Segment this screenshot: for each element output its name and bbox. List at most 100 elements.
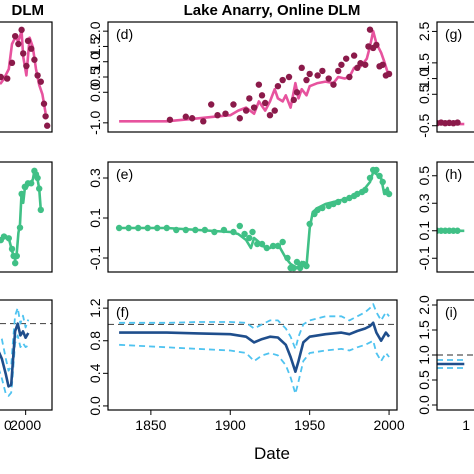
data-point-e-1-30 <box>306 220 313 228</box>
data-point-e-1-33 <box>319 204 326 212</box>
data-point-d-1-31 <box>342 55 350 62</box>
y-tick-label: 1.0 <box>416 69 432 89</box>
data-point-e-1-17 <box>254 240 261 248</box>
x-tick-label: 1900 <box>215 417 246 433</box>
x-tick-label: 2000 <box>10 417 41 433</box>
data-point-d-1-7 <box>230 101 237 108</box>
data-point-e-1-29 <box>303 262 310 270</box>
data-point-d-1-38 <box>366 26 374 33</box>
y-tick-label: 0.5 <box>87 67 103 87</box>
data-point-b-1-16 <box>18 190 25 198</box>
y-tick-label: 0.8 <box>87 331 103 351</box>
data-point-e-1-6 <box>173 226 180 234</box>
series-line-f-1 <box>119 339 390 395</box>
x-tick-label-partial: 0 <box>4 417 12 433</box>
data-point-e-1-5 <box>163 224 170 232</box>
data-point-b-1-22 <box>34 174 41 182</box>
data-point-e-1-23 <box>284 254 291 262</box>
data-point-d-1-23 <box>303 76 310 84</box>
data-point-b-1-19 <box>28 180 35 187</box>
data-point-d-1-0 <box>166 116 174 123</box>
data-point-d-1-2 <box>188 115 196 122</box>
series-line-c-0 <box>0 306 30 372</box>
panel-label-e: (e) <box>116 166 133 182</box>
data-point-d-1-33 <box>350 52 358 59</box>
data-point-e-1-16 <box>249 228 256 236</box>
data-point-d-1-30 <box>338 61 345 68</box>
data-point-d-1-13 <box>258 92 266 99</box>
panel-label-g: (g) <box>445 26 462 42</box>
panel-f: 0.0 0.4 0.8 1.2 1850 1900 1950 2000 (f) <box>87 298 405 433</box>
center-column-title: Lake Anarry, Online DLM <box>184 2 361 19</box>
data-point-e-1-26 <box>293 258 301 266</box>
data-point-d-1-6 <box>222 110 229 117</box>
data-point-e-1-10 <box>211 228 218 236</box>
data-point-d-1-16 <box>271 107 278 114</box>
y-tick-label: -1.0 <box>87 111 103 135</box>
data-point-d-1-10 <box>246 95 253 102</box>
data-point-a-1-10 <box>15 40 22 48</box>
data-point-a-1-13 <box>23 62 30 70</box>
panel-frame-f <box>107 299 398 411</box>
data-point-e-1-21 <box>274 242 282 250</box>
data-point-d-1-5 <box>214 111 221 119</box>
y-tick-label: 0.3 <box>416 193 432 213</box>
data-point-a-1-20 <box>42 113 49 120</box>
data-point-a-1-18 <box>37 78 44 85</box>
x-tick-label-partial: 1 <box>462 417 470 433</box>
data-point-e-1-11 <box>220 226 228 234</box>
data-point-e-1-46 <box>376 172 383 180</box>
panel-g: -0.5 0.51.01.5 2.5 (g) <box>416 21 474 138</box>
data-point-e-1-19 <box>263 244 270 252</box>
data-point-d-1-26 <box>319 67 326 75</box>
data-point-d-1-28 <box>330 81 337 88</box>
y-tick-label: 0.1 <box>87 208 103 228</box>
y-tick-label: -0.5 <box>416 113 432 137</box>
series-line-f-0 <box>119 303 390 350</box>
data-point-b-1-9 <box>0 233 8 240</box>
data-point-d-1-22 <box>298 64 305 72</box>
data-point-d-1-32 <box>346 73 353 81</box>
y-tick-label: 0.4 <box>87 363 103 383</box>
panel-label-i: (i) <box>445 304 457 320</box>
data-point-a-1-9 <box>12 32 19 40</box>
y-tick-label: 1.0 <box>87 52 103 72</box>
plot-area-d <box>119 26 393 125</box>
data-point-a-1-16 <box>31 56 38 63</box>
series-line-f-2 <box>119 321 391 374</box>
data-point-e-1-14 <box>241 230 248 238</box>
data-point-e-1-36 <box>335 198 342 206</box>
data-point-e-1-8 <box>192 226 199 234</box>
data-point-e-1-1 <box>125 224 132 232</box>
data-point-d-1-34 <box>354 64 361 72</box>
plot-area-h <box>437 227 465 234</box>
series-line-c-2 <box>0 322 30 388</box>
data-point-e-1-47 <box>379 178 386 186</box>
series-line-b-0 <box>0 169 43 261</box>
y-tick-label: 0.3 <box>87 168 103 188</box>
panel-frame-a <box>0 21 53 133</box>
data-point-a-1-15 <box>28 45 35 52</box>
data-point-d-1-12 <box>255 81 263 88</box>
y-tick-label: 1.2 <box>87 298 103 318</box>
panel-frame-b <box>0 161 53 273</box>
panel-frame-e <box>107 161 398 273</box>
series-line-a-0 <box>0 30 47 114</box>
data-point-d-1-17 <box>274 82 282 90</box>
data-point-a-1-17 <box>34 72 41 79</box>
data-point-e-1-7 <box>182 226 190 234</box>
data-point-b-1-15 <box>16 224 24 231</box>
data-point-d-1-11 <box>250 104 258 111</box>
data-point-b-1-13 <box>12 259 19 267</box>
series-line-d-0 <box>119 29 391 123</box>
panel-e: -0.1 0.1 0.3 (e) <box>87 161 398 273</box>
data-point-e-1-42 <box>362 186 369 194</box>
data-point-d-1-27 <box>325 75 332 82</box>
data-point-d-1-21 <box>293 89 301 96</box>
left-column-title: DLM <box>12 2 45 19</box>
plot-area-g <box>437 119 465 127</box>
panel-frame-c <box>0 299 53 411</box>
data-point-e-1-15 <box>246 234 253 242</box>
plot-area-c <box>0 306 52 397</box>
